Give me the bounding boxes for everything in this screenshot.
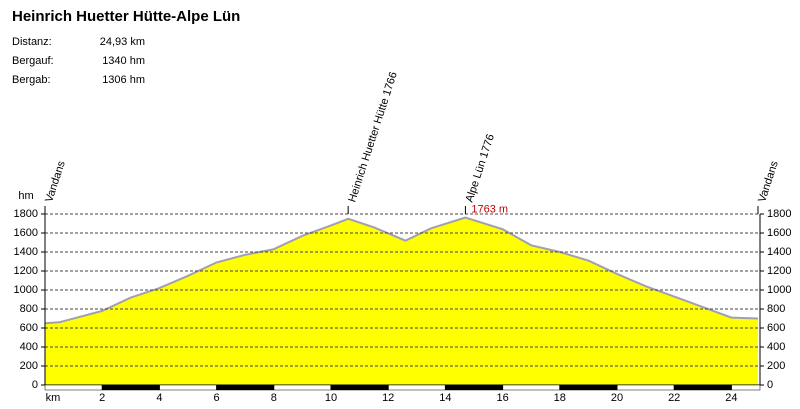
peak-label: 1763 m <box>471 203 508 215</box>
y-tick-label: 400 <box>20 341 38 353</box>
x-tick-label: 16 <box>496 392 508 404</box>
stat-label: Bergauf: <box>12 55 54 67</box>
y-tick-label: 1600 <box>14 227 38 239</box>
y2-tick-label: 200 <box>767 360 785 372</box>
scale-segment <box>216 385 274 390</box>
y-tick-label: 600 <box>20 322 38 334</box>
y-axis-label: hm <box>18 190 33 202</box>
y2-tick-label: 600 <box>767 322 785 334</box>
stat-label: Distanz: <box>12 36 52 48</box>
y-tick-label: 0 <box>32 379 38 391</box>
y2-tick-label: 1400 <box>767 246 791 258</box>
x-tick-label: 20 <box>611 392 623 404</box>
y-tick-label: 200 <box>20 360 38 372</box>
scale-segment <box>674 385 732 390</box>
x-axis-label: km <box>46 392 61 404</box>
y2-tick-label: 0 <box>767 379 773 391</box>
scale-strip <box>44 384 761 391</box>
stat-value: 24,93 km <box>100 36 145 48</box>
x-tick-label: 24 <box>725 392 737 404</box>
stat-label: Bergab: <box>12 74 51 86</box>
scale-segment <box>331 385 389 390</box>
y2-tick-label: 1200 <box>767 265 791 277</box>
waypoint-label: Alpe Lün 1776 <box>464 133 497 204</box>
x-tick-label: 14 <box>439 392 451 404</box>
waypoint-label: Vandans <box>756 159 781 204</box>
x-tick-label: 4 <box>156 392 162 404</box>
x-tick-label: 6 <box>214 392 220 404</box>
y-tick-label: 800 <box>20 303 38 315</box>
x-tick-label: 18 <box>554 392 566 404</box>
y-tick-label: 1800 <box>14 208 38 220</box>
x-tick-label: 8 <box>271 392 277 404</box>
y2-tick-label: 1600 <box>767 227 791 239</box>
scale-segment <box>559 385 617 390</box>
x-tick-label: 22 <box>668 392 680 404</box>
scale-segment <box>445 385 503 390</box>
scale-segment <box>102 385 160 390</box>
y-tick-label: 1200 <box>14 265 38 277</box>
y-tick-label: 1000 <box>14 284 38 296</box>
waypoint-label: Vandans <box>43 159 68 204</box>
y2-tick-label: 800 <box>767 303 785 315</box>
y2-tick-label: 1000 <box>767 284 791 296</box>
x-tick-label: 10 <box>325 392 337 404</box>
y-tick-label: 1400 <box>14 246 38 258</box>
stat-value: 1340 hm <box>102 55 145 67</box>
waypoint-label: Heinrich Huetter Hütte 1766 <box>346 70 400 203</box>
elevation-line <box>44 216 759 325</box>
x-tick-label: 12 <box>382 392 394 404</box>
elevation-area <box>45 217 758 385</box>
stat-value: 1306 hm <box>102 74 145 86</box>
y2-tick-label: 400 <box>767 341 785 353</box>
chart-title: Heinrich Huetter Hütte-Alpe Lün <box>12 8 240 25</box>
y2-tick-label: 1800 <box>767 208 791 220</box>
x-tick-label: 2 <box>99 392 105 404</box>
